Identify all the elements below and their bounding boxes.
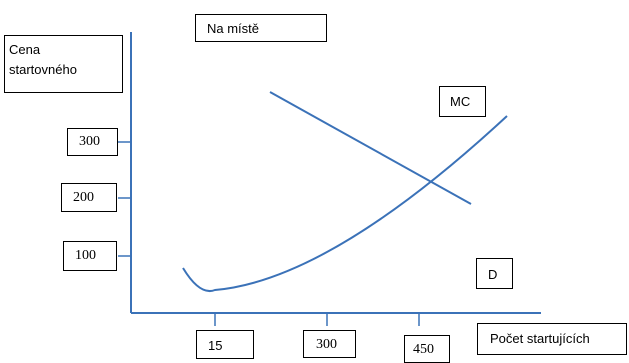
- demand-line: [269, 91, 472, 205]
- mc-label-box: MC: [439, 86, 486, 117]
- y-axis-label-line-1: Cena: [9, 42, 41, 57]
- y-axis-label-line-2: startovného: [9, 62, 77, 77]
- x-axis-label-box: Počet startujících: [477, 323, 627, 355]
- x-tick-label-300: 300: [303, 330, 356, 358]
- y-tick-label-300: 300: [67, 128, 118, 156]
- d-label-box: D: [476, 258, 513, 289]
- y-tick-label-100: 100: [63, 241, 117, 271]
- y-axis-label-box: Cena startovného: [4, 35, 123, 93]
- y-tick-label-200: 200: [61, 183, 117, 212]
- mc-curve: [182, 115, 508, 292]
- x-tick-label-450: 450: [404, 335, 450, 363]
- title-box: Na místě: [195, 14, 327, 42]
- x-tick-label-15: 15: [196, 330, 254, 359]
